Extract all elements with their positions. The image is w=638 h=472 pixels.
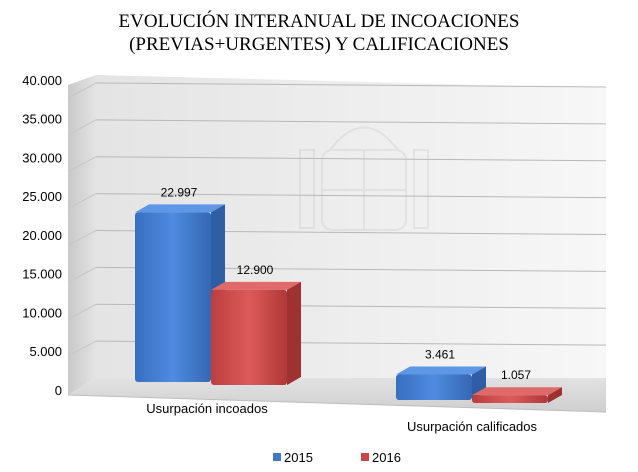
legend-swatch-2015 xyxy=(273,453,281,461)
gridline-30000 xyxy=(95,156,607,162)
legend-swatch-2016 xyxy=(361,453,369,461)
y-tick-label-10000: 10.000 xyxy=(22,305,62,320)
bars xyxy=(135,204,562,403)
gridline-side-5000 xyxy=(67,340,97,357)
y-tick-label-40000: 40.000 xyxy=(22,73,62,88)
gridline-side-10000 xyxy=(67,303,97,320)
data-label-2015-0: 22.997 xyxy=(161,185,198,199)
bar-side-face xyxy=(548,387,562,403)
y-tick-label-20000: 20.000 xyxy=(22,228,62,243)
data-labels: 22.997 3.461 12.900 1.057 xyxy=(161,185,532,382)
bar-side-face xyxy=(287,281,301,385)
gridline-side-20000 xyxy=(67,230,97,246)
bar-front-face xyxy=(211,289,287,385)
gridline-side-40000 xyxy=(67,82,97,99)
y-tick-label-0: 0 xyxy=(55,383,62,398)
bar-top-face xyxy=(211,281,301,290)
watermark-emblem xyxy=(299,126,429,231)
gridline-side-15000 xyxy=(67,266,97,283)
gridline-side-35000 xyxy=(67,119,97,136)
y-tick-label-30000: 30.000 xyxy=(22,150,62,165)
gridline-40000 xyxy=(95,82,607,88)
legend-label-2016: 2016 xyxy=(372,450,401,465)
bar-top-face xyxy=(472,387,562,396)
x-axis-line xyxy=(67,394,607,413)
chart-title-line-2: (PREVIAS+URGENTES) Y CALIFICACIONES xyxy=(129,34,509,55)
category-label-0: Usurpación incoados xyxy=(146,401,268,416)
bar-top-face xyxy=(135,204,225,213)
bar-2016-0 xyxy=(211,281,301,385)
gridline-side-25000 xyxy=(67,193,97,210)
y-tick-label-25000: 25.000 xyxy=(22,189,62,204)
y-tick-label-15000: 15.000 xyxy=(22,267,62,282)
bar-front-face xyxy=(396,374,472,400)
y-axis-tick-labels: 0 5.000 10.000 15.000 20.000 25.000 30.000 35.0… xyxy=(22,73,62,398)
chart-title-line-1: EVOLUCIÓN INTERANUAL DE INCOACIONES xyxy=(119,10,520,32)
y-tick-label-5000: 5.000 xyxy=(29,344,62,359)
bar-top-face xyxy=(396,366,486,375)
bar-2016-1 xyxy=(472,387,562,403)
legend-label-2015: 2015 xyxy=(284,450,313,465)
plot-side-wall xyxy=(68,75,96,395)
data-label-2016-0: 12.900 xyxy=(237,263,274,277)
bar-front-face xyxy=(135,212,211,382)
data-label-2015-1: 3.461 xyxy=(425,347,455,361)
bar-front-face xyxy=(472,395,548,403)
legend: 2015 2016 xyxy=(273,450,401,465)
gridline-35000 xyxy=(95,119,607,125)
bar-2015-1 xyxy=(396,366,486,400)
data-label-2016-1: 1.057 xyxy=(501,368,531,382)
gridline-25000 xyxy=(95,193,607,199)
gridline-side-30000 xyxy=(67,156,97,173)
y-tick-label-35000: 35.000 xyxy=(22,112,62,127)
category-label-1: Usurpación calificados xyxy=(407,419,538,434)
